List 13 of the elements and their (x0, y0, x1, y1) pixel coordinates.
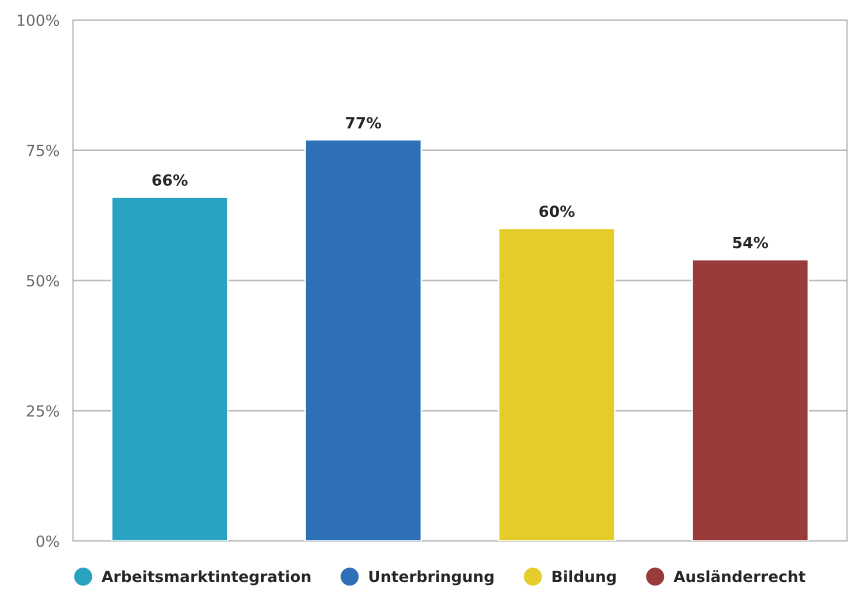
legend-label: Arbeitsmarktintegration (102, 570, 310, 586)
data-label: 77% (346, 116, 382, 129)
y-tick-label: 100% (18, 14, 59, 26)
data-label: 54% (733, 236, 768, 248)
data-label: 60% (539, 206, 575, 218)
legend-label: Unterbringung (369, 570, 494, 586)
y-tick-label: 75% (27, 144, 59, 156)
data-label: 66% (152, 174, 188, 186)
legend-label: Ausländerrecht (674, 570, 806, 582)
y-tick-label: 0% (36, 535, 59, 548)
y-tick-label: 25% (26, 405, 59, 417)
y-tick-label: 50% (27, 274, 59, 287)
legend-label: Bildung (552, 570, 616, 586)
